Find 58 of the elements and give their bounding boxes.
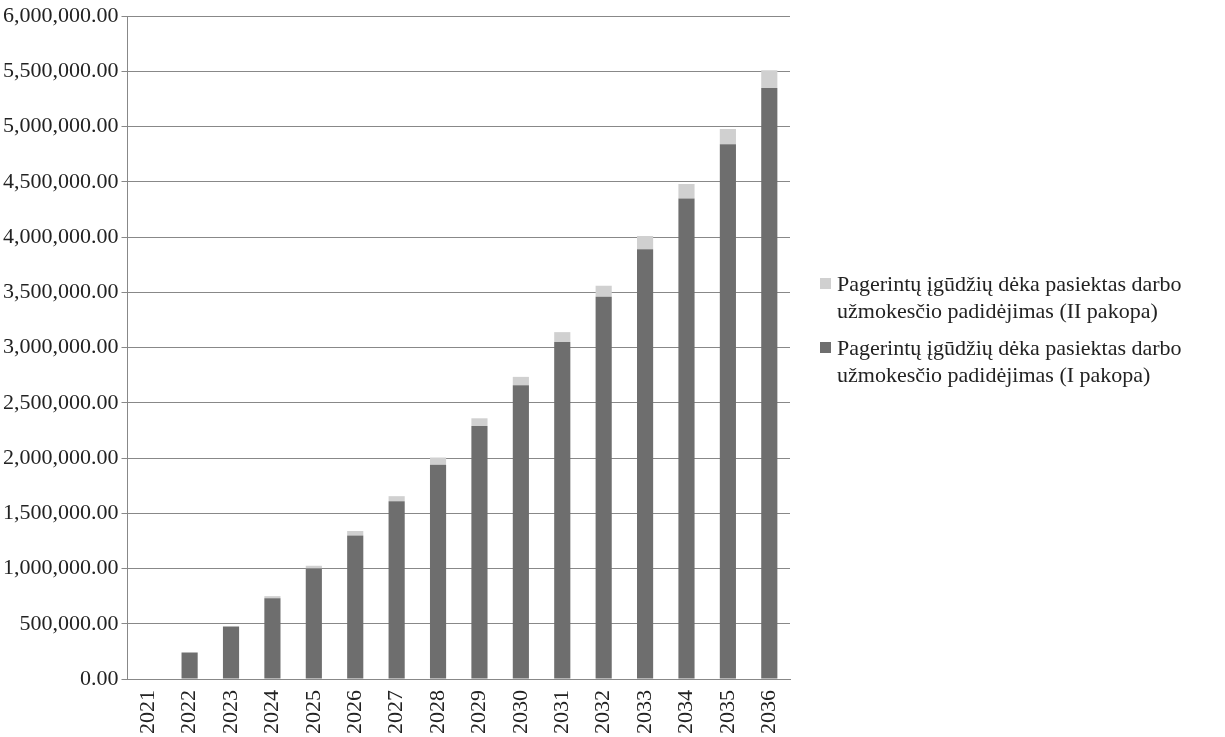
bar	[264, 598, 281, 679]
x-tick-label: 2022	[175, 690, 201, 734]
bar	[181, 652, 198, 679]
x-tick-label: 2028	[423, 690, 449, 734]
x-tick-label: 2024	[258, 690, 284, 734]
x-tick-label: 2027	[382, 690, 408, 734]
bar	[719, 144, 736, 679]
bar	[388, 501, 405, 679]
legend-label: Pagerintų įgūdžių dėka pasiektas darbo užmokesčio padidėjimas (I pakopa)	[837, 334, 1183, 388]
y-tick-label: 2,500,000.00	[3, 388, 119, 414]
bar	[595, 296, 612, 679]
x-tick-label: 2025	[299, 690, 325, 734]
y-tick-label: 1,000,000.00	[3, 554, 119, 580]
x-tick-label: 2033	[630, 690, 656, 734]
bar	[305, 568, 322, 679]
y-tick-label: 5,000,000.00	[3, 112, 119, 138]
bar	[678, 198, 695, 679]
x-tick-label: 2023	[216, 690, 242, 734]
bar	[512, 376, 529, 386]
x-tick-label: 2035	[713, 690, 739, 734]
x-tick-label: 2032	[589, 690, 615, 734]
x-tick-label: 2026	[341, 690, 367, 734]
y-tick-label: 5,500,000.00	[3, 57, 119, 83]
bar	[222, 626, 240, 679]
bar	[678, 184, 695, 199]
y-tick-label: 4,500,000.00	[3, 167, 119, 193]
y-tick-label: 3,500,000.00	[3, 278, 119, 304]
bar	[637, 236, 654, 250]
bar	[305, 565, 322, 569]
y-tick-label: 500,000.00	[19, 609, 119, 635]
bar	[637, 249, 654, 679]
bar	[595, 285, 612, 297]
x-tick-label: 2036	[755, 690, 781, 734]
bar	[761, 70, 778, 88]
y-tick-label: 4,000,000.00	[3, 222, 119, 248]
bar	[388, 496, 405, 502]
bar	[347, 530, 364, 536]
y-tick-label: 2,000,000.00	[3, 443, 119, 469]
bar	[512, 385, 529, 679]
bar	[471, 426, 488, 679]
bar	[761, 88, 778, 679]
x-tick-label: 2031	[548, 690, 574, 734]
x-tick-label: 2029	[465, 690, 491, 734]
bar	[554, 332, 571, 343]
legend-label: Pagerintų įgūdžių dėka pasiektas darbo užmokesčio padidėjimas (II pakopa)	[837, 270, 1183, 324]
x-tick-label: 2034	[672, 690, 698, 734]
y-tick-label: 0.00	[80, 664, 119, 690]
bar	[347, 535, 364, 679]
bar	[554, 342, 571, 679]
x-tick-label: 2021	[133, 690, 159, 734]
y-tick-label: 1,500,000.00	[3, 499, 119, 525]
bar	[471, 418, 488, 427]
x-tick-label: 2030	[506, 690, 532, 734]
bar	[429, 464, 447, 679]
bar	[429, 457, 447, 465]
y-tick-label: 6,000,000.00	[3, 1, 119, 27]
y-tick-label: 3,000,000.00	[3, 333, 119, 359]
bar	[719, 128, 736, 145]
